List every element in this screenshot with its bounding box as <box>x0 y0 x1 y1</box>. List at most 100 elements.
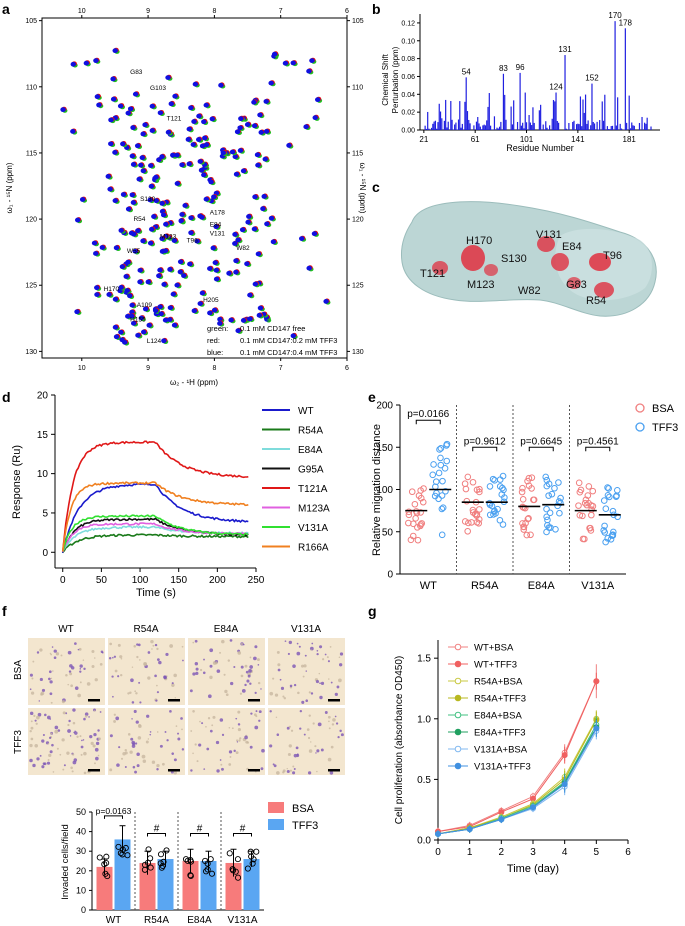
migration-point <box>575 479 583 487</box>
prolif-curve-wt-tff3 <box>437 681 597 832</box>
migration-point <box>465 519 472 527</box>
prolif-legend-label: E84A+TFF3 <box>474 728 525 739</box>
csp-bar <box>584 94 587 130</box>
transwell-cell <box>249 682 252 685</box>
csp-bar <box>516 121 519 130</box>
csp-bar <box>477 117 479 130</box>
spr-x-tick-label: 0 <box>60 575 66 586</box>
nmr-peak-bound <box>153 198 159 204</box>
transwell-cell <box>36 651 40 654</box>
transwell-cell <box>133 709 137 714</box>
col-label-wt: WT <box>58 624 74 635</box>
transwell-cell <box>74 642 77 645</box>
transwell-cell <box>134 690 137 693</box>
hotspot-h170 <box>461 245 485 271</box>
nmr-peak-bound <box>83 60 90 66</box>
migration-point <box>530 496 538 504</box>
panel-e-migration: p=0.0166 p=0.9612 p=0.6645 p=0.4561 WT R54A E… <box>371 401 678 593</box>
transwell-cell <box>83 667 86 671</box>
row-label-tff3: TFF3 <box>13 730 24 754</box>
transwell-cell <box>83 717 86 721</box>
nmr-peak-bound <box>181 273 187 279</box>
migration-legend-label: TFF3 <box>652 422 678 434</box>
migration-point <box>607 536 615 543</box>
csp-bar <box>459 101 461 130</box>
transwell-cell <box>154 643 158 647</box>
transwell-cell <box>116 763 120 767</box>
transwell-cell <box>258 710 262 714</box>
nmr-peak-bound <box>122 339 128 345</box>
transwell-image <box>188 708 265 775</box>
transwell-cell <box>334 692 338 697</box>
nmr-peak-bound <box>130 320 137 326</box>
transwell-cell <box>340 733 344 737</box>
csp-bar <box>586 123 588 130</box>
nmr-peak-bound <box>148 163 154 169</box>
csp-bar <box>468 119 470 130</box>
invasion-point <box>96 854 103 861</box>
migration-point <box>435 469 443 477</box>
transwell-cell <box>84 715 88 718</box>
hsqc-peak-label: R54 <box>133 216 145 223</box>
nmr-peak-bound <box>170 291 177 297</box>
migration-point <box>576 488 584 496</box>
nmr-peak-bound <box>240 318 247 323</box>
transwell-cell <box>219 759 222 761</box>
transwell-cell <box>71 753 75 756</box>
csp-bar <box>629 128 632 130</box>
hsqc-peak-label: H155 <box>130 317 146 324</box>
csp-bar <box>609 129 611 130</box>
transwell-cell <box>109 642 113 646</box>
migration-point <box>525 482 533 489</box>
transwell-cell <box>269 744 273 748</box>
nmr-peak-bound <box>179 212 185 217</box>
csp-bar <box>427 111 429 130</box>
csp-bar <box>497 128 499 130</box>
nmr-peak-bound <box>125 259 131 265</box>
transwell-cell <box>169 644 174 648</box>
csp-bar <box>549 125 551 130</box>
nmr-peak-bound <box>196 113 202 119</box>
csp-bar <box>532 107 534 130</box>
migration-point <box>602 538 609 546</box>
transwell-cell <box>41 765 45 769</box>
transwell-cell <box>138 724 142 727</box>
transwell-cell <box>127 692 130 695</box>
csp-bar <box>579 96 582 130</box>
transwell-cell <box>29 688 32 691</box>
csp-bar <box>432 123 434 130</box>
transwell-cell <box>299 727 302 730</box>
transwell-cell <box>314 745 317 748</box>
nmr-peak-bound <box>118 285 124 290</box>
migration-point <box>486 511 494 519</box>
migration-point <box>583 501 591 509</box>
csp-bar <box>568 122 570 130</box>
csp-bar <box>614 21 616 131</box>
migration-point <box>496 516 504 524</box>
transwell-cell <box>199 668 203 672</box>
nmr-peak-bound <box>148 226 155 232</box>
migration-point <box>430 461 437 468</box>
transwell-cell <box>306 728 310 731</box>
csp-bar <box>583 112 585 130</box>
prolif-y-axis-label: Cell proliferation (absorbance OD450) <box>394 656 405 824</box>
transwell-cell <box>141 754 146 759</box>
migration-point <box>437 461 445 469</box>
migration-bracket <box>585 446 611 452</box>
nmr-peak-bound <box>282 60 289 66</box>
panel-label-a: a <box>2 1 10 17</box>
transwell-cell <box>113 655 117 658</box>
transwell-cell <box>171 752 174 755</box>
csp-bar <box>542 124 544 130</box>
transwell-cell <box>288 640 293 645</box>
transwell-cell <box>89 735 93 739</box>
legend-blue-label: blue: <box>207 348 223 357</box>
csp-y-tick-label: 0.12 <box>401 20 415 27</box>
invasion-point <box>234 856 241 863</box>
transwell-cell <box>328 720 330 723</box>
transwell-cell <box>272 677 275 680</box>
transwell-cell <box>261 748 265 753</box>
csp-bar <box>505 119 507 130</box>
transwell-cell <box>298 645 301 648</box>
nmr-peak-bound <box>260 206 266 212</box>
